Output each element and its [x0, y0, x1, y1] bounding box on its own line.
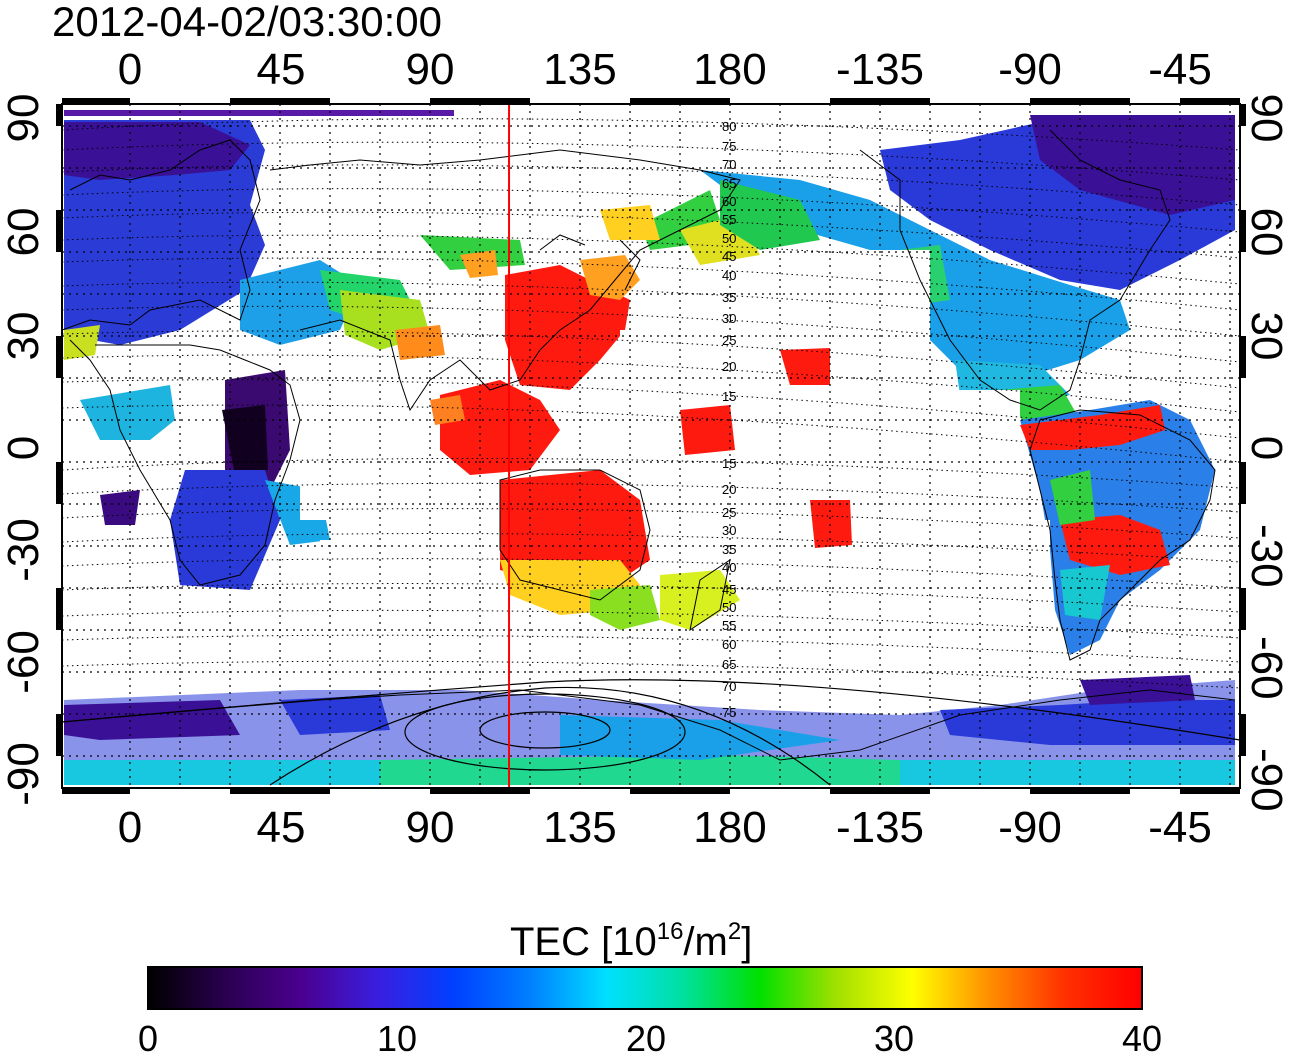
top-tick-m45: -45	[1148, 45, 1212, 94]
right-tick-30: 30	[1242, 311, 1291, 361]
top-tick-180: 180	[693, 45, 767, 94]
top-tick-135: 135	[543, 45, 617, 94]
magnetic-latitude-label: 70	[722, 679, 736, 694]
right-tick-0: 0	[1242, 435, 1291, 461]
tec-patches	[64, 110, 1235, 785]
left-tick-m90: -90	[0, 742, 48, 806]
magnetic-latitude-label: 45	[722, 249, 736, 264]
magnetic-latitude-label: 35	[722, 290, 736, 305]
bottom-tick-m90: -90	[998, 803, 1062, 852]
right-tick-60: 60	[1242, 207, 1291, 257]
right-tick-m30: -30	[1242, 524, 1291, 588]
top-tick-45: 45	[256, 45, 306, 94]
magnetic-latitude-label: 40	[722, 560, 736, 575]
left-tick-0: 0	[0, 435, 48, 461]
magnetic-latitude-label: 70	[722, 157, 736, 172]
right-tick-m90: -90	[1242, 748, 1291, 812]
left-tick-m60: -60	[0, 630, 48, 694]
bottom-tick-0: 0	[117, 803, 143, 852]
magnetic-latitude-label: 30	[722, 523, 736, 538]
magnetic-latitude-label: 15	[722, 389, 736, 404]
magnetic-latitude-label: 20	[722, 482, 736, 497]
magnetic-latitude-label: 15	[722, 456, 736, 471]
colorbar-tick-20: 20	[625, 1018, 667, 1059]
bottom-tick-135: 135	[543, 803, 617, 852]
magnetic-latitude-labels: 80 75 70 65 60 55 50 45 40 35 30 25 20 15 15 20 25 30 35 40…	[722, 119, 736, 720]
colorbar	[147, 966, 1143, 1010]
colorbar-title: TEC [1016/m2]	[510, 918, 753, 964]
magnetic-latitude-label: 45	[722, 582, 736, 597]
magnetic-latitude-label: 60	[722, 194, 736, 209]
magnetic-latitude-label: 50	[722, 600, 736, 615]
bottom-tick-m45: -45	[1148, 803, 1212, 852]
magnetic-latitude-label: 20	[722, 359, 736, 374]
magnetic-latitude-label: 50	[722, 231, 736, 246]
colorbar-tick-40: 40	[1121, 1018, 1163, 1059]
coastlines	[62, 129, 1236, 761]
bottom-tick-45: 45	[256, 803, 306, 852]
graticule	[62, 104, 1240, 788]
magnetic-latitude-label: 75	[722, 139, 736, 154]
magnetic-latitude-label: 35	[722, 542, 736, 557]
magnetic-latitude-label: 40	[722, 268, 736, 283]
right-tick-90: 90	[1242, 93, 1291, 143]
left-tick-m30: -30	[0, 518, 48, 582]
bottom-tick-m135: -135	[835, 803, 925, 852]
left-tick-60: 60	[0, 207, 48, 257]
magnetic-latitude-label: 80	[722, 119, 736, 134]
colorbar-tick-30: 30	[873, 1018, 915, 1059]
magnetic-latitude-label: 30	[722, 311, 736, 326]
top-tick-0: 0	[117, 45, 143, 94]
top-tick-m135: -135	[835, 45, 925, 94]
top-tick-90: 90	[405, 45, 455, 94]
magnetic-latitude-label: 55	[722, 618, 736, 633]
left-tick-30: 30	[0, 311, 48, 361]
timestamp-title: 2012-04-02/03:30:00	[52, 0, 442, 45]
right-tick-m60: -60	[1242, 636, 1291, 700]
bottom-tick-90: 90	[405, 803, 455, 852]
colorbar-tick-10: 10	[376, 1018, 418, 1059]
frame-ticks	[56, 98, 1246, 794]
magnetic-latitude-label: 55	[722, 212, 736, 227]
bottom-tick-180: 180	[693, 803, 767, 852]
colorbar-tick-0: 0	[137, 1018, 159, 1059]
top-tick-m90: -90	[998, 45, 1062, 94]
left-tick-90: 90	[0, 93, 48, 143]
magnetic-latitude-label: 65	[722, 657, 736, 672]
magnetic-latitude-label: 25	[722, 333, 736, 348]
magnetic-latitude-label: 65	[722, 176, 736, 191]
magnetic-latitude-label: 25	[722, 505, 736, 520]
magnetic-latitude-label: 60	[722, 637, 736, 652]
magnetic-latitude-label: 75	[722, 705, 736, 720]
coverage-gaps	[300, 120, 1050, 680]
